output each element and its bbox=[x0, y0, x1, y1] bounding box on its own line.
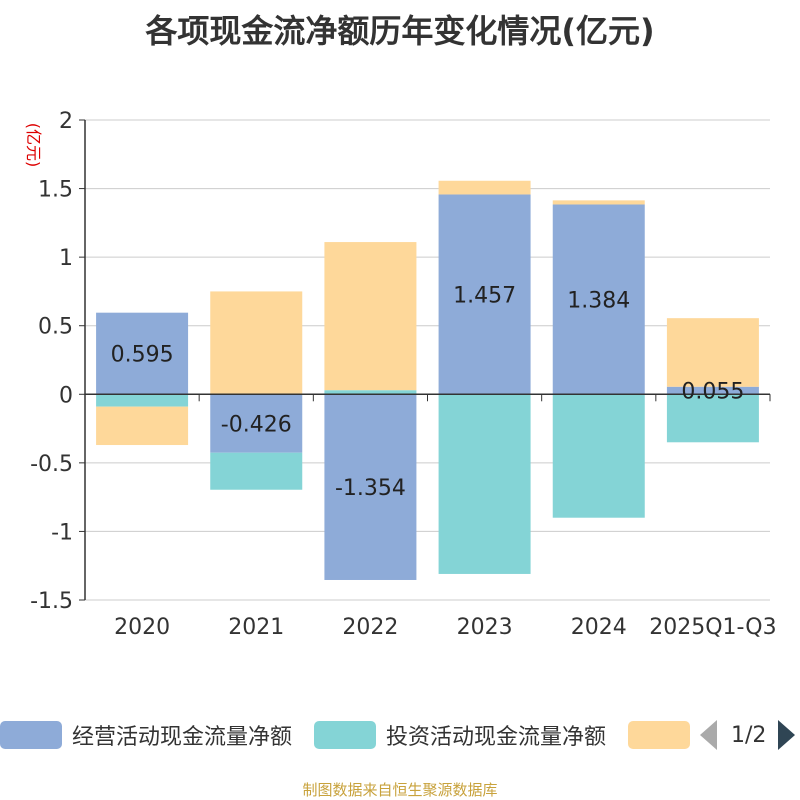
x-tick-label: 2023 bbox=[457, 615, 513, 640]
legend-item-operating[interactable]: 经营活动现金流量净额 bbox=[0, 719, 292, 751]
x-tick-label: 2020 bbox=[114, 615, 170, 640]
y-tick-label: -1 bbox=[51, 520, 73, 545]
x-tick-label: 2021 bbox=[228, 615, 284, 640]
bar-financing[interactable] bbox=[552, 200, 645, 205]
legend-swatch-operating bbox=[0, 721, 62, 749]
data-labels: 0.595 -0.426 -1.354 1.457 1.384 0.055 bbox=[111, 283, 745, 501]
y-tick-label: -0.5 bbox=[30, 452, 73, 477]
y-tick-label: 0.5 bbox=[38, 315, 73, 340]
legend-swatch-investing bbox=[314, 721, 377, 749]
bar-financing[interactable] bbox=[666, 318, 759, 387]
bar-investing[interactable] bbox=[324, 390, 417, 395]
y-tick-label: 2 bbox=[59, 109, 73, 134]
x-tick-label: 2022 bbox=[342, 615, 398, 640]
y-tick-label: 1.5 bbox=[38, 178, 73, 203]
bar-financing[interactable] bbox=[210, 291, 303, 395]
x-tick-label: 2025Q1-Q3 bbox=[649, 615, 776, 640]
legend[interactable]: 经营活动现金流量净额 投资活动现金流量净额 bbox=[0, 718, 722, 752]
bar-operating[interactable] bbox=[666, 386, 759, 395]
y-tick-label: 1 bbox=[59, 246, 73, 271]
bar-operating[interactable] bbox=[438, 194, 531, 395]
bar-operating[interactable] bbox=[324, 394, 417, 580]
legend-next-icon[interactable] bbox=[778, 720, 796, 750]
bar-operating[interactable] bbox=[210, 394, 303, 453]
legend-label-investing: 投资活动现金流量净额 bbox=[386, 725, 607, 750]
legend-prev-icon[interactable] bbox=[700, 720, 717, 750]
bars bbox=[96, 180, 759, 580]
grid-lines bbox=[85, 119, 770, 601]
bar-value-label: -0.426 bbox=[221, 412, 292, 437]
bar-investing[interactable] bbox=[552, 394, 645, 518]
bar-value-label: 0.055 bbox=[681, 380, 744, 405]
bar-financing[interactable] bbox=[438, 180, 531, 195]
bar-value-label: 0.595 bbox=[111, 342, 174, 367]
x-tick-label: 2024 bbox=[571, 615, 627, 640]
y-tick-label: 0 bbox=[59, 383, 73, 408]
y-tick-label: -1.5 bbox=[30, 589, 73, 614]
data-source-note: 制图数据来自恒生聚源数据库 bbox=[302, 781, 498, 799]
bar-financing[interactable] bbox=[96, 406, 189, 446]
legend-label-operating: 经营活动现金流量净额 bbox=[72, 725, 293, 750]
legend-page-indicator: 1/2 bbox=[731, 722, 767, 748]
bar-value-label: 1.457 bbox=[453, 283, 516, 308]
legend-item-financing[interactable] bbox=[628, 721, 700, 749]
bar-investing[interactable] bbox=[96, 394, 189, 407]
chart-plot: 2 1.5 1 0.5 0 -0.5 -1 -1.5 2020 2021 2022 2023 2024 2… bbox=[24, 109, 777, 640]
bar-investing[interactable] bbox=[438, 394, 531, 574]
bar-financing[interactable] bbox=[324, 242, 417, 391]
bar-investing[interactable] bbox=[210, 452, 303, 490]
bar-operating[interactable] bbox=[552, 204, 645, 395]
bar-operating[interactable] bbox=[96, 312, 189, 395]
bar-value-label: -1.354 bbox=[335, 476, 406, 501]
axes: 2 1.5 1 0.5 0 -0.5 -1 -1.5 2020 2021 2022 2023 2024 2… bbox=[30, 109, 777, 640]
y-axis-unit: (亿元) bbox=[24, 123, 43, 168]
legend-swatch-financing bbox=[628, 721, 691, 749]
chart-title: 各项现金流净额历年变化情况(亿元) bbox=[145, 12, 655, 50]
legend-item-investing[interactable]: 投资活动现金流量净额 bbox=[314, 719, 606, 751]
bar-investing[interactable] bbox=[666, 394, 759, 443]
bar-value-label: 1.384 bbox=[567, 288, 630, 313]
legend-pager: 1/2 bbox=[700, 718, 796, 752]
